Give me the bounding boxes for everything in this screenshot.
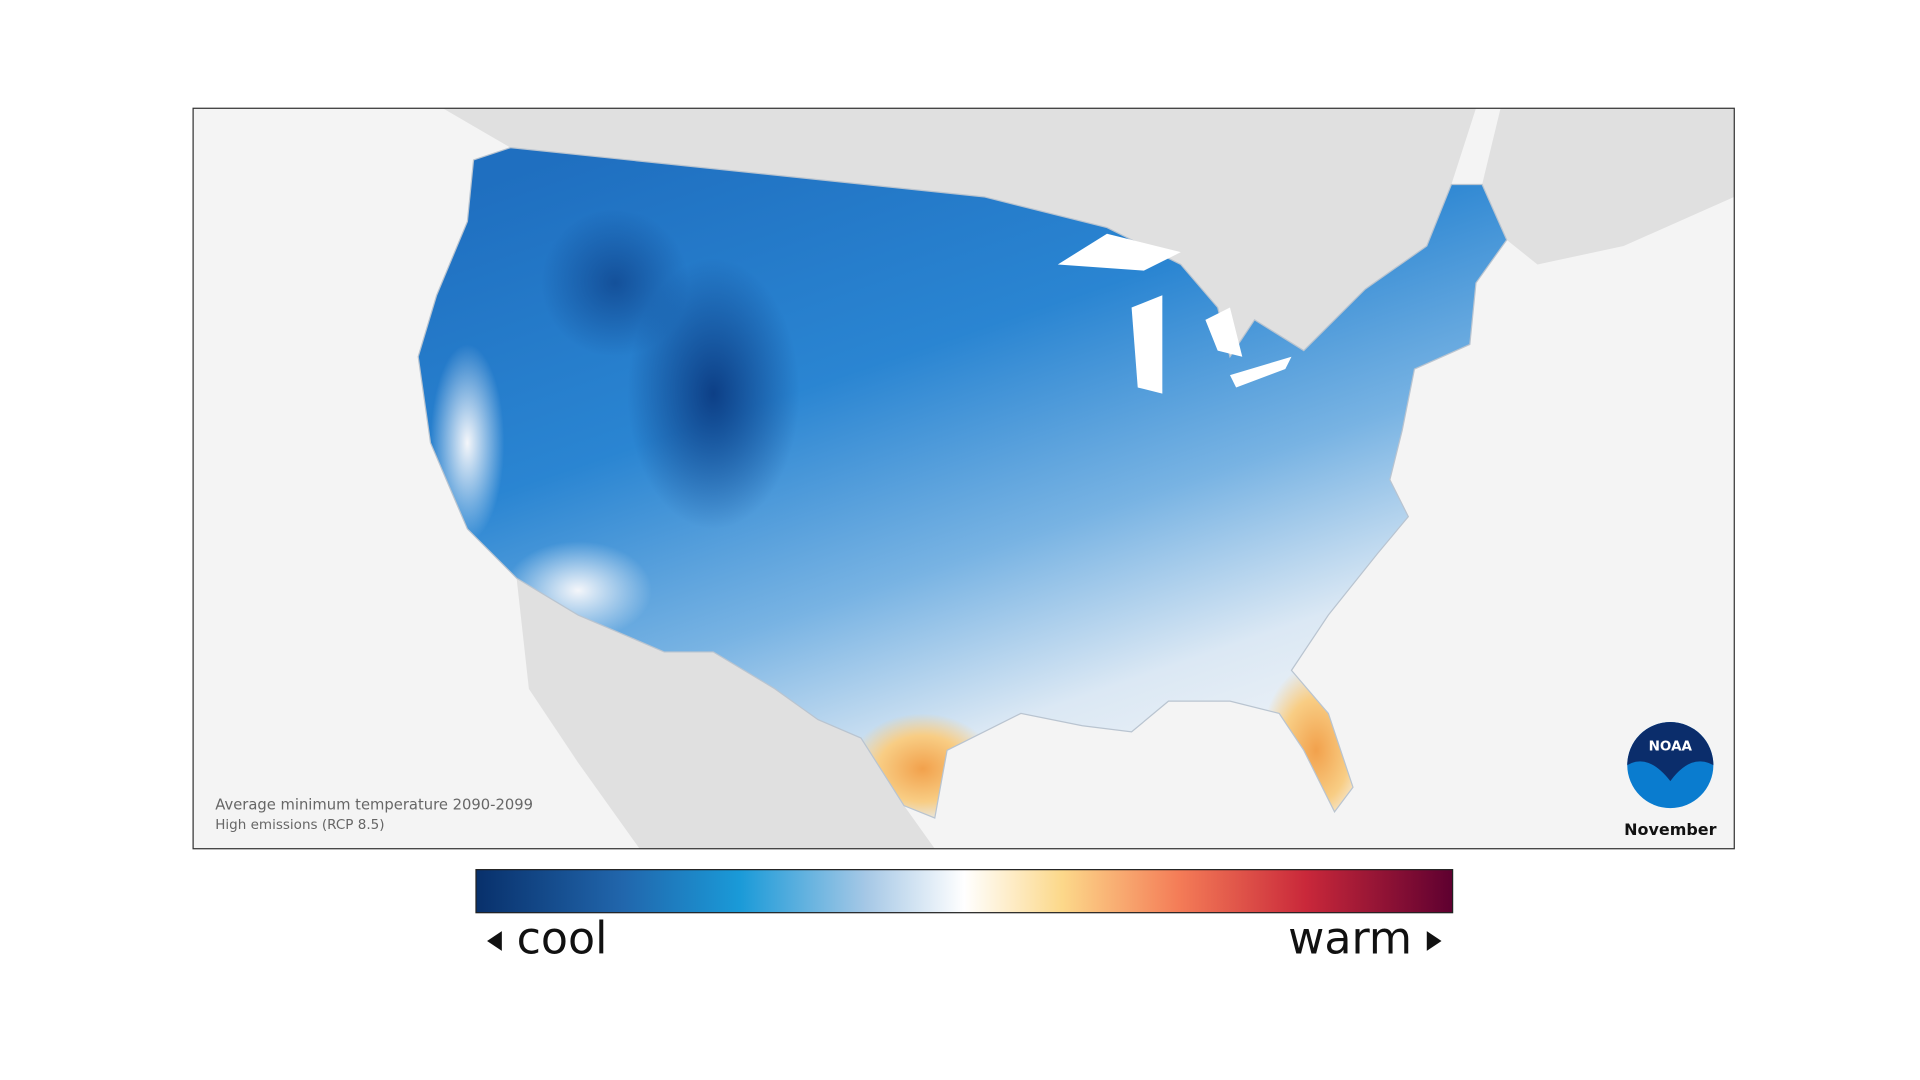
map-area: Average minimum temperature 2090-2099 Hi… — [193, 108, 1735, 849]
canada-east — [1482, 108, 1735, 265]
caption-line: High emissions (RCP 8.5) — [215, 817, 384, 833]
lake-erie — [1229, 356, 1292, 388]
lake-superior — [1057, 233, 1181, 271]
cool-arrow — [487, 931, 502, 951]
logo-top — [1627, 722, 1714, 782]
legend-high: warm — [1288, 913, 1412, 964]
mexico — [516, 578, 935, 849]
color-scale — [475, 869, 1454, 914]
logo-text: NOAA — [1649, 738, 1693, 754]
canada — [442, 108, 1476, 357]
lake-huron — [1205, 307, 1243, 357]
lake-michigan — [1131, 295, 1163, 394]
legend-low: cool — [517, 913, 608, 964]
idaho-cold — [541, 209, 689, 357]
noaa-logo: NOAA — [1627, 722, 1714, 809]
warm-arrow — [1426, 931, 1442, 951]
month-label: November — [1624, 820, 1716, 839]
map-frame — [192, 107, 1735, 850]
caption-line: Average minimum temperature 2090-2099 — [215, 796, 533, 813]
